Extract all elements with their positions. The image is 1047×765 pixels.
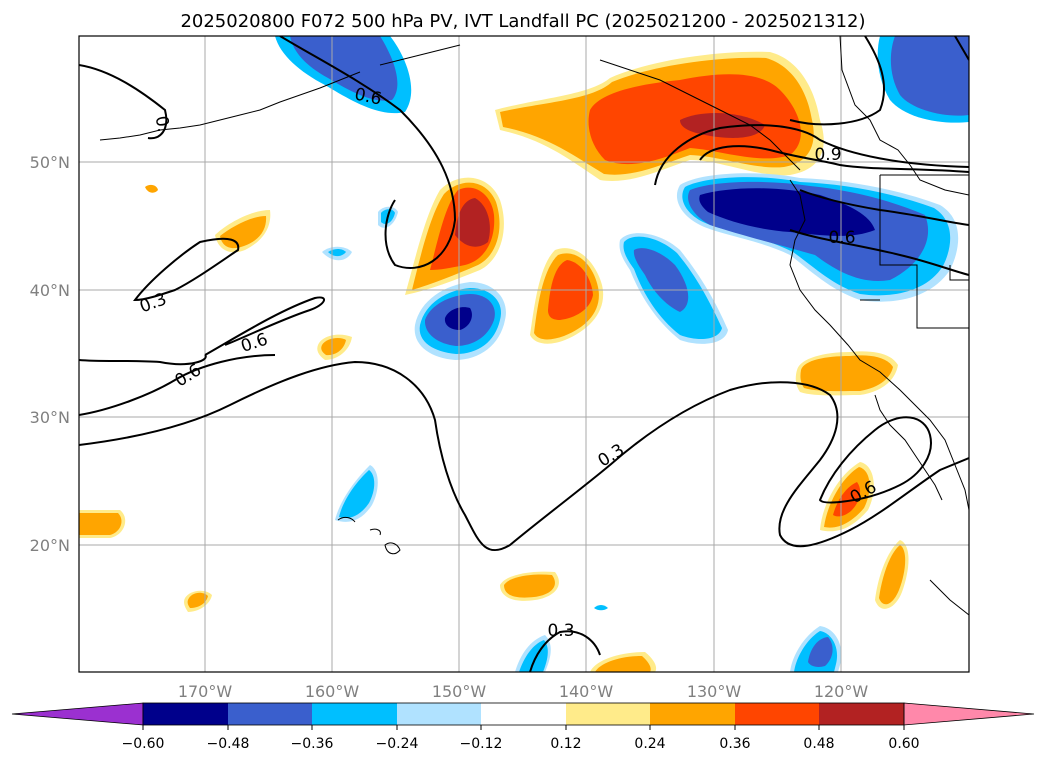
colorbar-frame: [142, 702, 905, 726]
contour-label: 0.9: [814, 145, 841, 165]
ivt-contours: [79, 36, 969, 672]
colorbar-tick-label: 0.36: [719, 736, 750, 752]
colorbar-extend-max: [903, 702, 1035, 726]
colorbar-bin: [819, 703, 904, 725]
contour-label: 0.3: [547, 621, 574, 641]
lon-tick-label: 120°W: [814, 682, 869, 701]
colorbar-extend-min: [11, 702, 144, 726]
colorbar-tick-label: −0.60: [122, 736, 165, 752]
colorbar-tick-label: −0.48: [207, 736, 250, 752]
contour-label: 0.: [151, 114, 174, 133]
lat-tick-label: 20°N: [30, 536, 70, 555]
map-title: 2025020800 F072 500 hPa PV, IVT Landfall…: [180, 11, 865, 32]
lat-tick-label: 50°N: [30, 153, 70, 172]
lon-tick-label: 170°W: [178, 682, 233, 701]
lon-tick-label: 140°W: [559, 682, 614, 701]
colorbar-tick-label: 0.48: [803, 736, 834, 752]
map-frame: [78, 35, 970, 673]
colorbar: −0.60 −0.48 −0.36 −0.24 −0.12 0.12 0.24 …: [11, 702, 1035, 752]
lat-tick-labels: 50°N 40°N 30°N 20°N: [30, 153, 70, 555]
colorbar-bin: [143, 703, 228, 725]
map-panel: 0.6 0.9 0.6 0.3 0.6 0.6 0.3 0.6 0.3 0.: [79, 36, 969, 672]
colorbar-bin: [481, 703, 566, 725]
colorbar-tick-label: 0.12: [550, 736, 581, 752]
colorbar-tick-label: 0.60: [888, 736, 919, 752]
lat-tick-label: 30°N: [30, 408, 70, 427]
colorbar-tick-label: −0.36: [291, 736, 334, 752]
lon-tick-label: 130°W: [687, 682, 742, 701]
lat-tick-label: 40°N: [30, 281, 70, 300]
lon-tick-label: 150°W: [432, 682, 487, 701]
coastlines: [99, 36, 969, 616]
lon-tick-label: 160°W: [305, 682, 360, 701]
colorbar-tick-label: 0.24: [634, 736, 665, 752]
colorbar-bin: [397, 703, 481, 725]
contour-label: 0.6: [828, 228, 855, 248]
colorbar-bin: [650, 703, 735, 725]
colorbar-bin: [312, 703, 397, 725]
graticule: [79, 36, 969, 672]
colorbar-tick-label: −0.24: [376, 736, 419, 752]
colorbar-tick-label: −0.12: [460, 736, 503, 752]
colorbar-bin: [735, 703, 819, 725]
colorbar-bin: [566, 703, 650, 725]
lon-tick-labels: 170°W 160°W 150°W 140°W 130°W 120°W: [178, 682, 869, 701]
colorbar-bin: [228, 703, 312, 725]
